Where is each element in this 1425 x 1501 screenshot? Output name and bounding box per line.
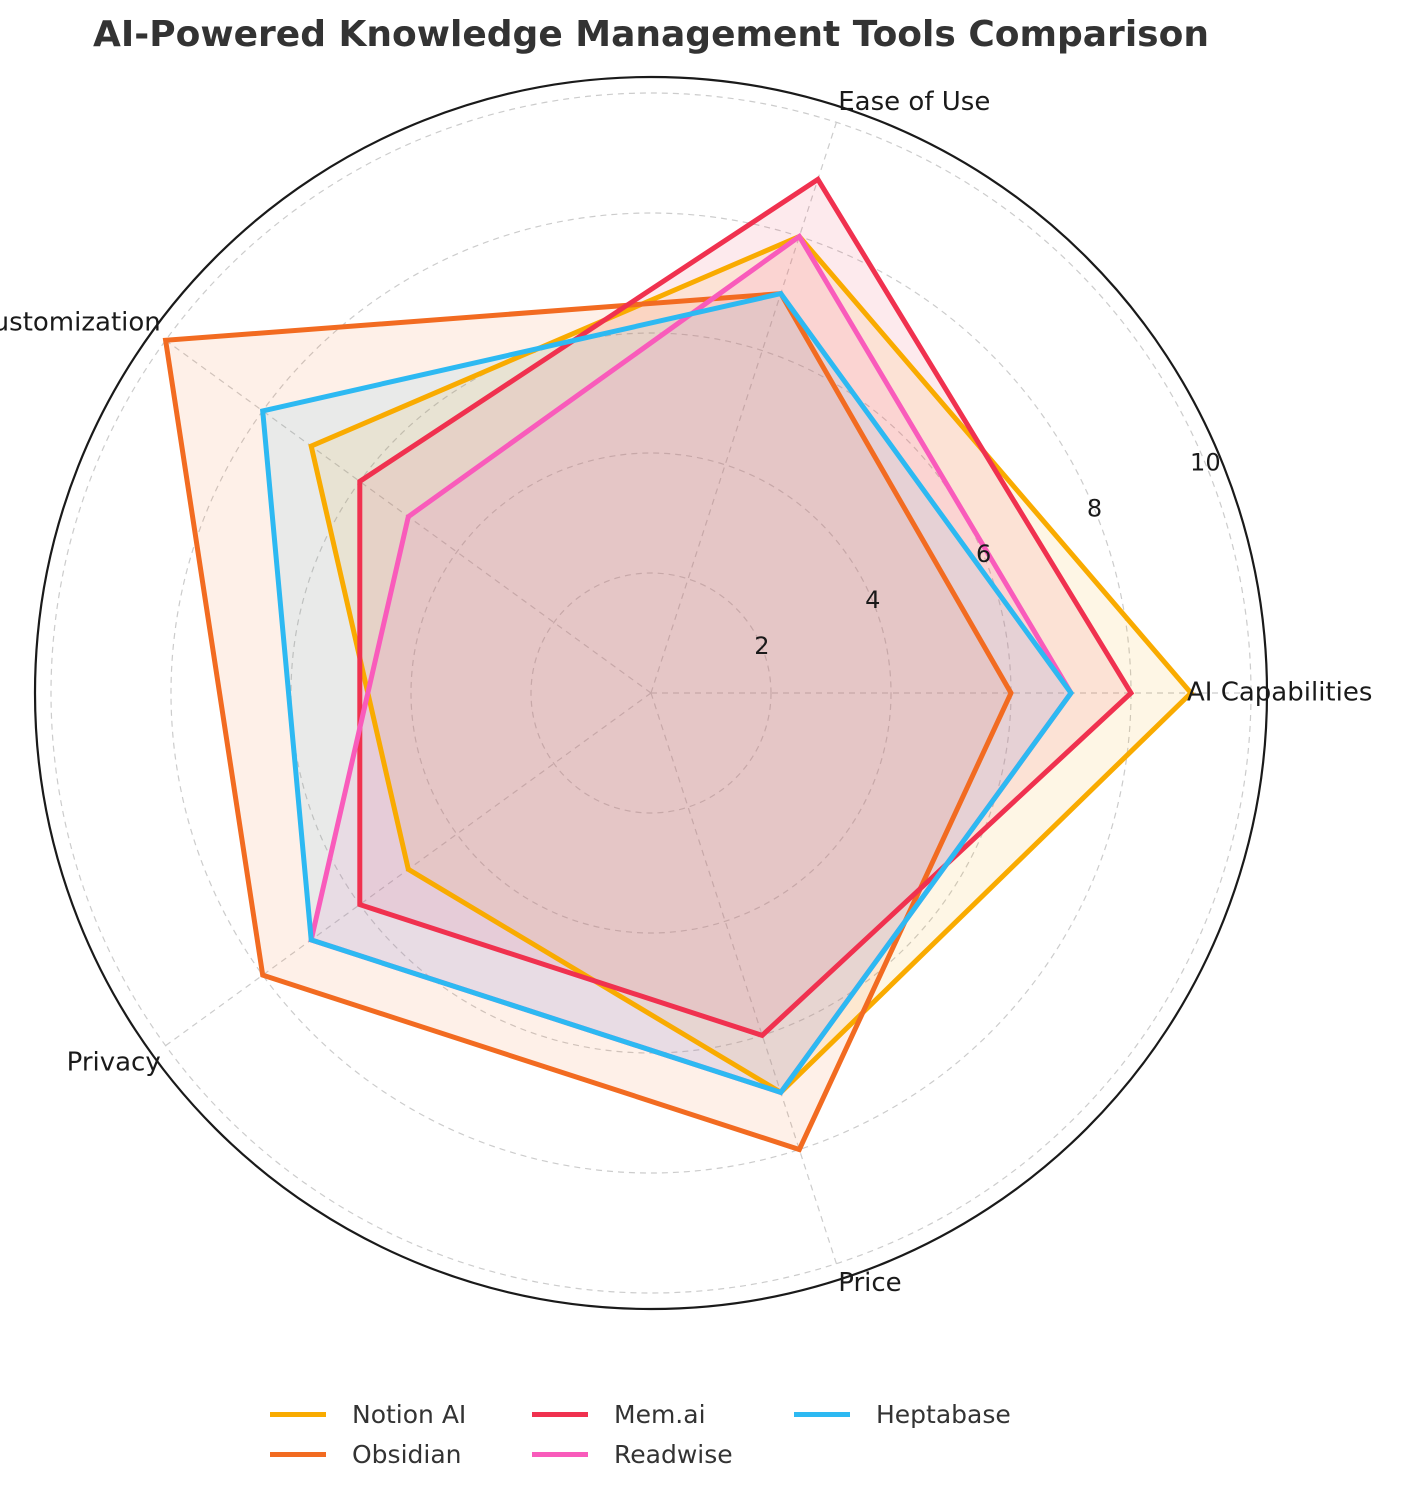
axis-label: Price [838, 1268, 901, 1298]
legend-label: Heptabase [876, 1399, 1011, 1429]
radial-tick-label: 2 [754, 632, 769, 660]
legend-swatch [532, 1411, 588, 1417]
radial-tick-label: 8 [1087, 494, 1102, 522]
outer-frame [33, 75, 1269, 1311]
series-fill [359, 179, 1131, 1036]
chart-title: AI-Powered Knowledge Management Tools Co… [93, 14, 1209, 55]
axis-label: Ease of Use [838, 87, 990, 117]
legend-label: Readwise [614, 1439, 733, 1469]
series-fill [262, 293, 1071, 1093]
grid-circle [530, 572, 772, 814]
series-fill [165, 293, 1012, 1150]
series-line [357, 175, 1135, 1039]
legend-item: Heptabase [794, 1396, 1011, 1432]
legend-swatch [270, 1451, 326, 1457]
series-fill [311, 236, 1191, 1093]
legend-item: Mem.ai [532, 1396, 706, 1432]
series-lines [162, 175, 1195, 1153]
legend-swatch [270, 1411, 326, 1417]
legend-swatch [532, 1451, 588, 1457]
legend-item: Readwise [532, 1436, 733, 1472]
legend-item: Obsidian [270, 1436, 462, 1472]
legend-item: Notion AI [270, 1396, 466, 1432]
legend-label: Notion AI [352, 1399, 467, 1429]
grid-spoke [650, 122, 837, 694]
axis-label: Customization [0, 307, 161, 337]
axis-label: AI Capabilities [1187, 678, 1372, 708]
series-line [162, 290, 1014, 1153]
legend-label: Mem.ai [614, 1399, 706, 1429]
axis-label: Privacy [67, 1048, 161, 1078]
legend-swatch [794, 1411, 850, 1417]
series-line [260, 290, 1075, 1096]
grid-circle [410, 452, 892, 934]
radial-tick-label: 10 [1190, 448, 1221, 476]
legend: Notion AI Obsidian Mem.ai Readwise Heptabase [270, 1396, 1070, 1476]
grid-spoke [650, 692, 837, 1264]
radial-tick-label: 6 [976, 540, 991, 568]
radial-tick-label: 4 [865, 586, 880, 614]
axis-labels: 2 4 6 8 10 AI Capabilities Ease of Use Customiz… [0, 87, 1372, 1298]
legend-label: Obsidian [352, 1439, 462, 1469]
